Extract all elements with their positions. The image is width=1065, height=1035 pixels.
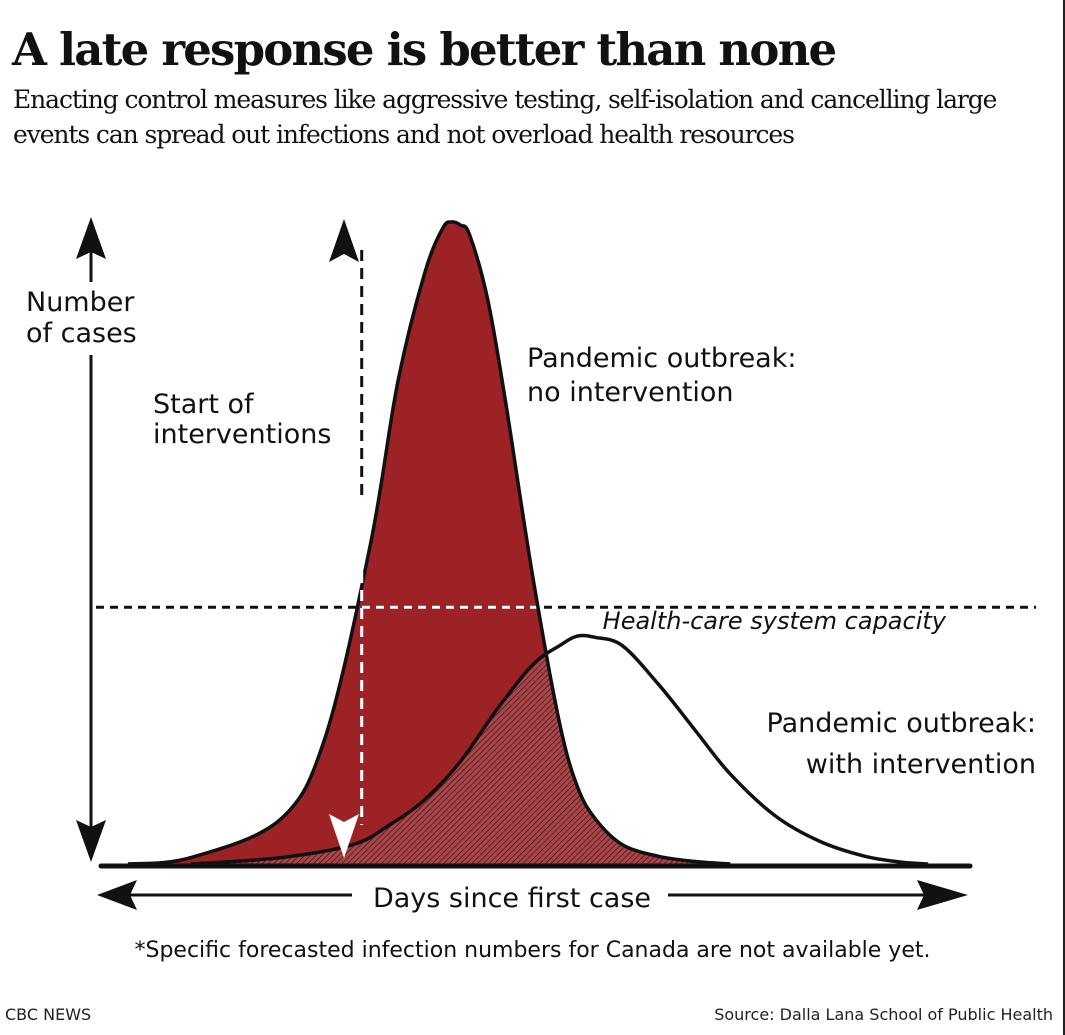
series-area-with-intervention-overlap	[190, 635, 731, 864]
x-axis-label: Days since first case	[373, 883, 651, 914]
legend-no-intervention-line1: Pandemic outbreak:	[527, 343, 796, 374]
brand-label: CBC NEWS	[5, 1005, 92, 1024]
series-line-no-intervention	[127, 220, 731, 866]
x-axis-arrow-left-icon	[97, 880, 137, 910]
series-area-no-intervention	[127, 221, 731, 864]
capacity-label: Health-care system capacity	[603, 607, 947, 635]
footnote: *Specific forecasted infection numbers f…	[134, 938, 931, 963]
frame-border	[1063, 0, 1065, 1035]
y-axis-label-line1: Number	[26, 287, 135, 318]
page-subtitle: Enacting control measures like aggressiv…	[13, 85, 997, 149]
y-axis-label-line2: of cases	[26, 318, 137, 349]
interventions-arrow-up-icon	[329, 219, 359, 262]
source-label: Source: Dalla Lana School of Public Heal…	[714, 1005, 1053, 1024]
legend-with-intervention-line2: with intervention	[806, 749, 1036, 780]
series-line-with-intervention	[190, 633, 929, 866]
legend-no-intervention-line2: no intervention	[527, 377, 734, 408]
interventions-label-line1: Start of	[153, 389, 255, 420]
y-axis-arrow-up-icon	[76, 217, 106, 259]
x-axis-arrow-right-icon	[917, 880, 968, 910]
interventions-arrow-down-icon	[329, 814, 359, 858]
legend-with-intervention-line1: Pandemic outbreak:	[767, 708, 1036, 739]
y-axis-arrow-down-icon	[76, 820, 106, 862]
page-title: A late response is better than none	[12, 23, 837, 76]
interventions-label-line2: interventions	[153, 419, 331, 450]
